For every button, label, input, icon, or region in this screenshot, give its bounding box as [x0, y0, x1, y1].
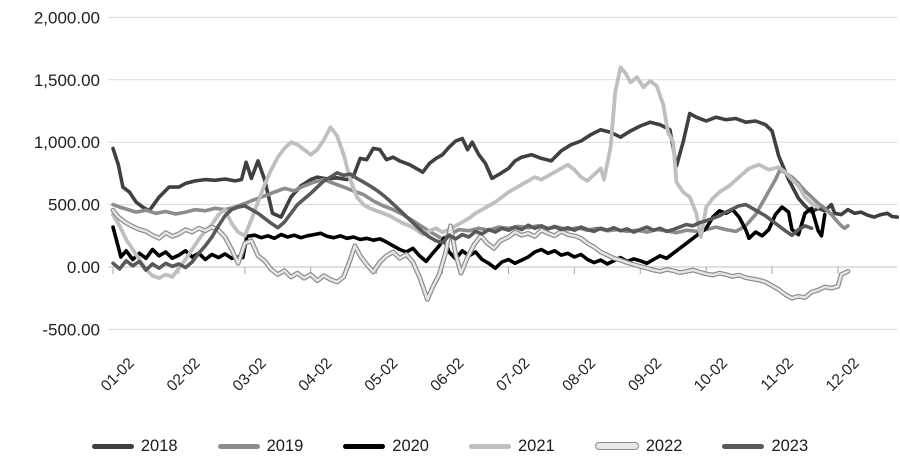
x-axis-tick-label: 09-02 — [625, 355, 665, 395]
legend-swatch-2020 — [343, 443, 386, 449]
legend-swatch-2019 — [217, 443, 260, 449]
y-axis-tick-label: 1,000.00 — [34, 133, 100, 152]
legend-swatch-2023 — [722, 443, 765, 449]
y-axis-tick-label: 500.00 — [48, 196, 100, 215]
series-line-2021 — [111, 65, 821, 281]
x-axis-tick-label: 06-02 — [427, 355, 467, 395]
series-line-2018 — [111, 111, 900, 219]
legend-item-2018: 2018 — [91, 436, 178, 456]
series-line-2022 — [111, 209, 850, 301]
x-axis-tick-label: 12-02 — [823, 355, 863, 395]
x-axis-tick-label: 01-02 — [98, 355, 138, 395]
x-axis-tick-label: 04-02 — [295, 355, 335, 395]
legend-label-2018: 2018 — [140, 436, 178, 455]
chart-canvas: 2,000.00 1,500.00 1,000.00 500.00 0.00 -500.0… — [34, 8, 900, 395]
x-axis-tick-label: 03-02 — [230, 355, 270, 395]
legend-swatch-2022 — [594, 442, 639, 450]
y-axis-tick-label: 2,000.00 — [34, 8, 100, 27]
y-axis-tick-label: -500.00 — [42, 320, 100, 339]
y-axis-tick-label: 0.00 — [67, 258, 100, 277]
legend-item-2020: 2020 — [343, 437, 429, 456]
legend-item-2023: 2023 — [722, 437, 808, 456]
legend-label-2021: 2021 — [518, 436, 555, 455]
y-axis-tick-label: 1,500.00 — [34, 71, 100, 90]
legend-item-2022: 2022 — [594, 436, 683, 456]
legend-item-2021: 2021 — [469, 437, 555, 456]
legend-label-2020: 2020 — [392, 436, 429, 455]
legend-label-2019: 2019 — [266, 436, 304, 455]
series-line-2023 — [111, 171, 814, 272]
legend-item-2019: 2019 — [217, 436, 304, 456]
x-axis-tick-label: 02-02 — [164, 355, 204, 395]
x-axis-tick-label: 10-02 — [691, 355, 731, 395]
legend-swatch-2018 — [91, 443, 134, 449]
chart-legend: 2018 2019 2020 2021 2022 2023 — [0, 428, 900, 464]
legend-swatch-2021 — [469, 443, 511, 449]
legend-label-2022: 2022 — [645, 436, 683, 455]
x-axis-tick-label: 08-02 — [559, 355, 599, 395]
x-axis-tick-label: 05-02 — [361, 355, 401, 395]
legend-label-2023: 2023 — [771, 436, 809, 455]
x-axis-tick-label: 11-02 — [758, 355, 797, 394]
x-axis-tick-label: 07-02 — [493, 355, 533, 395]
